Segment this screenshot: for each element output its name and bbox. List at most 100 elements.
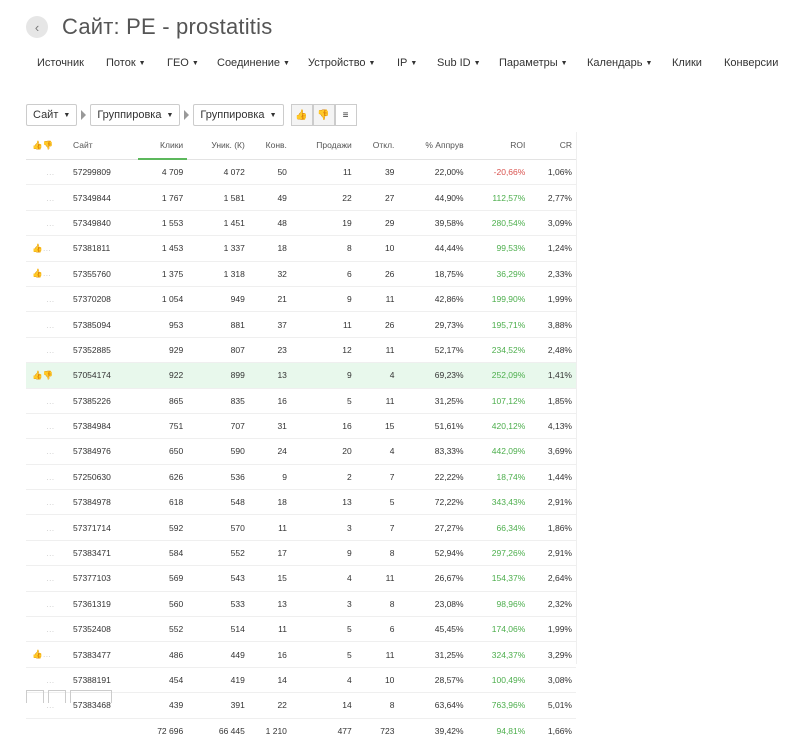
table-row[interactable]: 👍… 57355760 1 375 1 318 32 6 26 18,75% 36,29% 2,3…: [26, 261, 576, 287]
page-title: Сайт: PE - prostatitis: [62, 14, 273, 39]
col-uniq[interactable]: Уник. (К): [187, 132, 249, 160]
row-thumb-cell[interactable]: …: [26, 565, 69, 592]
nav-item[interactable]: Sub ID ▼: [437, 57, 481, 69]
table-row[interactable]: 👍… 57381811 1 453 1 337 18 8 10 44,44% 99,53% 1,2…: [26, 235, 576, 262]
nav-item[interactable]: Клики: [672, 57, 702, 69]
dots-icon: …: [46, 598, 55, 609]
row-thumb-cell[interactable]: …: [26, 337, 69, 364]
group-site-dropdown[interactable]: Сайт ▼: [26, 104, 78, 126]
page-size-select[interactable]: [70, 690, 112, 703]
nav-item[interactable]: ГЕО ▼: [167, 57, 199, 69]
table-row[interactable]: … 57352885 929 807 23 12 11 52,17% 234,52% 2,48%: [26, 337, 576, 364]
table-row[interactable]: … 57385094 953 881 37 11 26 29,73% 195,71% 3,88%: [26, 311, 576, 338]
table-row[interactable]: … 57370208 1 054 949 21 9 11 42,86% 199,90% 1,99%: [26, 286, 576, 313]
dots-icon: …: [46, 624, 55, 635]
nav-item[interactable]: Устройство ▼: [308, 57, 375, 69]
cell-cr: 1,44%: [529, 464, 576, 491]
back-button[interactable]: ‹: [26, 16, 48, 38]
row-thumb-cell[interactable]: …: [26, 438, 69, 465]
page-button[interactable]: [48, 690, 66, 703]
row-thumb-cell[interactable]: …: [26, 540, 69, 567]
cell-roi: 252,09%: [467, 362, 530, 389]
cell-uniq: 835: [187, 388, 249, 414]
row-thumb-cell[interactable]: …: [26, 464, 69, 491]
row-thumb-cell[interactable]: 👍…: [26, 641, 69, 668]
nav-item[interactable]: Конверсии: [724, 57, 778, 69]
cell-uniq: 552: [187, 540, 249, 567]
table-row[interactable]: … 57349844 1 767 1 581 49 22 27 44,90% 112,57% 2,…: [26, 184, 576, 211]
col-site[interactable]: Сайт: [69, 132, 138, 160]
table-row[interactable]: … 57371714 592 570 11 3 7 27,27% 66,34% 1,86%: [26, 514, 576, 541]
filter-thumbs-down-button[interactable]: 👎: [312, 104, 335, 126]
cell-roi: 297,26%: [467, 540, 530, 567]
col-sales[interactable]: Продажи: [290, 132, 356, 160]
cell-rej: 11: [355, 641, 399, 668]
cell-sales: 2: [290, 464, 356, 491]
table-row[interactable]: … 57384976 650 590 24 20 4 83,33% 442,09% 3,69%: [26, 438, 576, 465]
filter-icon-group: 👍 👎 ≡: [290, 104, 357, 126]
row-thumb-cell[interactable]: …: [26, 311, 69, 338]
col-approve[interactable]: % Аппрув: [398, 132, 468, 160]
table-row[interactable]: … 57352408 552 514 11 5 6 45,45% 174,06% 1,99%: [26, 616, 576, 643]
table-row[interactable]: … 57384978 618 548 18 13 5 72,22% 343,43% 2,91%: [26, 489, 576, 516]
row-thumb-cell[interactable]: …: [26, 413, 69, 440]
cell-site: 57054174: [69, 362, 138, 389]
cell-clicks: 1 375: [137, 261, 188, 287]
cell-site: 57384978: [69, 489, 138, 516]
list-view-button[interactable]: ≡: [334, 104, 357, 126]
row-thumb-cell[interactable]: …: [26, 210, 69, 237]
nav-item[interactable]: Соединение ▼: [217, 57, 290, 69]
table-row[interactable]: … 57349840 1 553 1 451 48 19 29 39,58% 280,54% 3,…: [26, 210, 576, 237]
cell-approve: 27,27%: [398, 514, 468, 541]
row-thumb-cell[interactable]: …: [26, 616, 69, 643]
cell-rej: 27: [355, 184, 399, 211]
table-row[interactable]: 👍… 57383477 486 449 16 5 11 31,25% 324,37% 3,29%: [26, 641, 576, 668]
row-thumb-cell[interactable]: 👍…: [26, 261, 69, 287]
row-thumb-cell[interactable]: …: [26, 667, 69, 694]
nav-item[interactable]: Поток ▼: [106, 57, 146, 69]
cell-roi: 98,96%: [467, 591, 530, 618]
row-thumb-cell[interactable]: …: [26, 514, 69, 541]
nav-item-label: Календарь: [587, 57, 643, 69]
page-button[interactable]: [26, 690, 44, 703]
table-row[interactable]: … 57299809 4 709 4 072 50 11 39 22,00% -20,66% 1,…: [26, 159, 576, 186]
cell-roi: -20,66%: [467, 159, 530, 186]
col-clicks[interactable]: Клики: [137, 132, 188, 160]
col-roi[interactable]: ROI: [467, 132, 530, 160]
table-row[interactable]: … 57361319 560 533 13 3 8 23,08% 98,96% 2,32%: [26, 591, 576, 618]
table-row[interactable]: … 57385226 865 835 16 5 11 31,25% 107,12% 1,85%: [26, 388, 576, 414]
row-thumb-cell[interactable]: …: [26, 489, 69, 516]
row-thumb-cell[interactable]: …: [26, 184, 69, 211]
table-row[interactable]: … 57388191 454 419 14 4 10 28,57% 100,49% 3,08%: [26, 667, 576, 694]
row-thumb-cell[interactable]: …: [26, 591, 69, 618]
row-thumb-cell[interactable]: …: [26, 388, 69, 414]
cell-uniq: 1 318: [187, 261, 249, 287]
dots-icon: …: [46, 522, 55, 533]
table-row[interactable]: … 57384984 751 707 31 16 15 51,61% 420,12% 4,13%: [26, 413, 576, 440]
col-rej[interactable]: Откл.: [355, 132, 399, 160]
table-row[interactable]: … 57383471 584 552 17 9 8 52,94% 297,26% 2,91%: [26, 540, 576, 567]
row-thumb-cell[interactable]: 👍👎: [26, 362, 69, 389]
total-rej: 723: [380, 725, 395, 736]
nav-item[interactable]: Источник: [37, 57, 84, 69]
cell-site: 57381811: [69, 235, 138, 262]
filter-thumbs-up-button[interactable]: 👍: [290, 104, 313, 126]
cell-approve: 83,33%: [398, 438, 468, 465]
grouping-dropdown-1[interactable]: Группировка ▼: [90, 104, 181, 126]
cell-approve: 31,25%: [398, 388, 468, 414]
nav-item[interactable]: IP ▼: [397, 57, 417, 69]
row-thumb-cell[interactable]: 👍…: [26, 235, 69, 262]
table-row[interactable]: … 57250630 626 536 9 2 7 22,22% 18,74% 1,44%: [26, 464, 576, 491]
col-cr[interactable]: CR: [529, 132, 576, 160]
row-thumb-cell[interactable]: …: [26, 159, 69, 186]
grouping-dropdown-2[interactable]: Группировка ▼: [193, 104, 284, 126]
total-sales: 477: [337, 725, 352, 736]
table-row[interactable]: 👍👎 57054174 922 899 13 9 4 69,23% 252,09% 1,41%: [26, 362, 576, 389]
row-thumb-cell[interactable]: …: [26, 286, 69, 313]
table-row[interactable]: … 57377103 569 543 15 4 11 26,67% 154,37% 2,64%: [26, 565, 576, 592]
nav-item[interactable]: Календарь ▼: [587, 57, 652, 69]
caret-down-icon: ▼: [138, 59, 146, 67]
col-conv[interactable]: Конв.: [248, 132, 291, 160]
nav-item[interactable]: Параметры ▼: [499, 57, 568, 69]
cell-uniq: 949: [187, 286, 249, 313]
